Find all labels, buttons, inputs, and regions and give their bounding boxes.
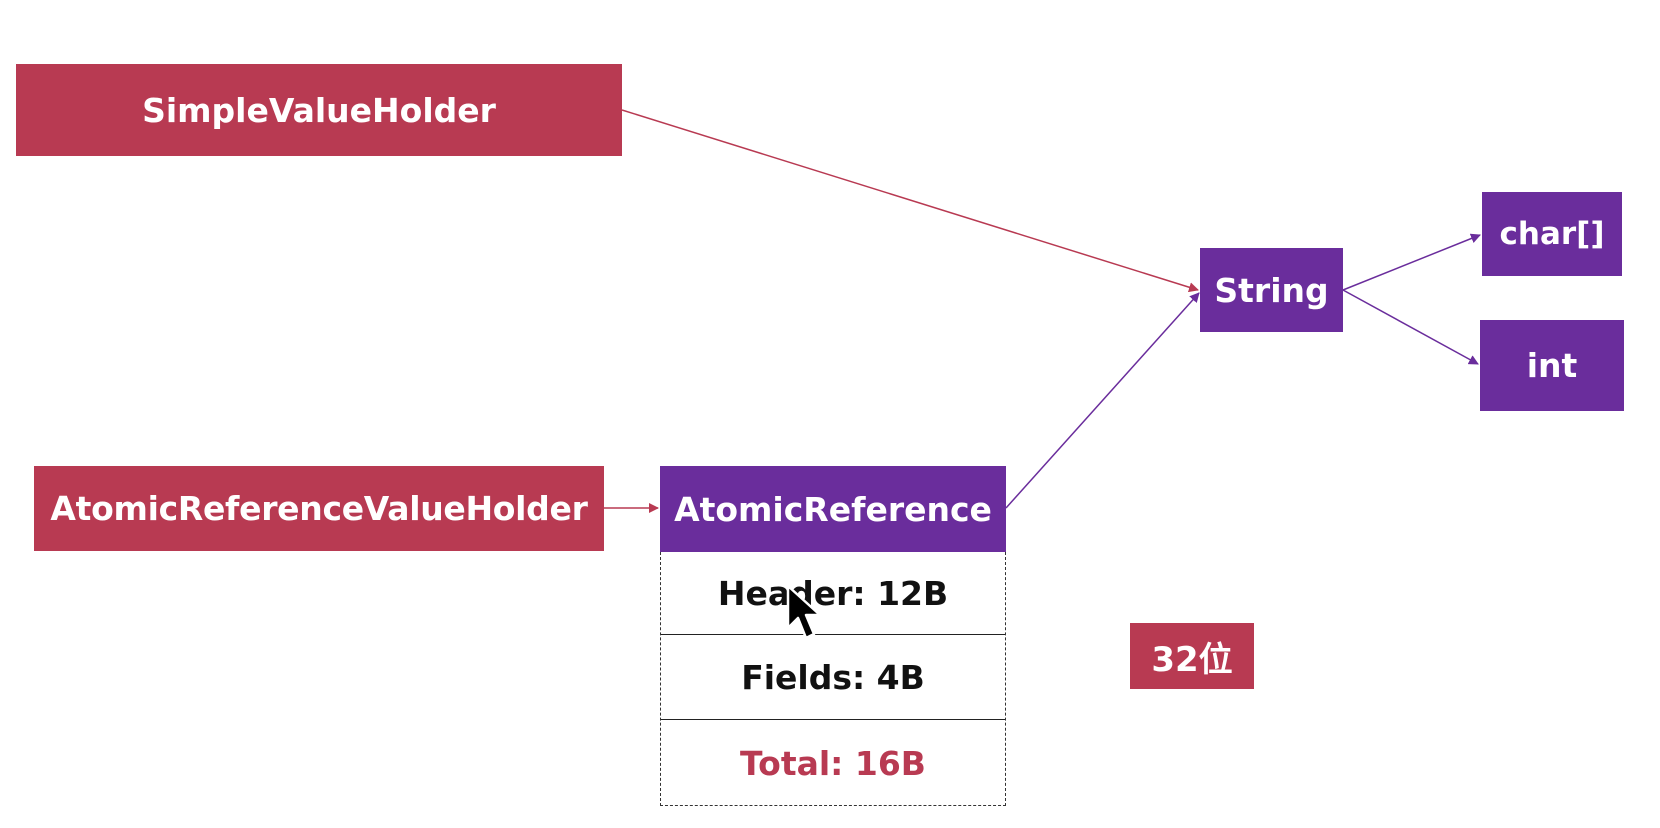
node-string: String [1200,248,1343,332]
memory-header-label: Header: 12B [717,573,949,613]
memory-row-fields: Fields: 4B [661,635,1005,720]
memory-total-label: Total: 16B [740,743,926,783]
node-atomic-reference: AtomicReference [660,466,1006,552]
node-atomic-reference-value-holder-label: AtomicReferenceValueHolder [50,489,588,528]
node-int-label: int [1526,346,1578,385]
node-string-label: String [1214,270,1329,310]
node-simple-value-holder: SimpleValueHolder [16,64,622,156]
node-simple-value-holder-label: SimpleValueHolder [142,90,496,130]
memory-fields-label: Fields: 4B [741,657,925,697]
memory-row-header: Header: 12B [661,552,1005,635]
node-atomic-reference-label: AtomicReference [674,489,992,529]
edge-simple-to-string [621,109,1199,293]
badge-32-bit-label: 32位 [1151,639,1233,680]
edge-string-to-int [1342,289,1479,365]
memory-row-total: Total: 16B [661,720,1005,806]
node-char-array: char[] [1482,192,1622,276]
mouse-cursor-icon [786,584,822,640]
badge-32-bit: 32位 [1130,623,1254,689]
edge-atomic-ref-to-string [1005,292,1200,509]
node-atomic-reference-value-holder: AtomicReferenceValueHolder [34,466,604,551]
memory-layout-table: Header: 12B Fields: 4B Total: 16B [660,552,1006,806]
node-char-array-label: char[] [1499,216,1605,252]
node-int: int [1480,320,1624,411]
edge-string-to-chararr [1342,233,1481,291]
